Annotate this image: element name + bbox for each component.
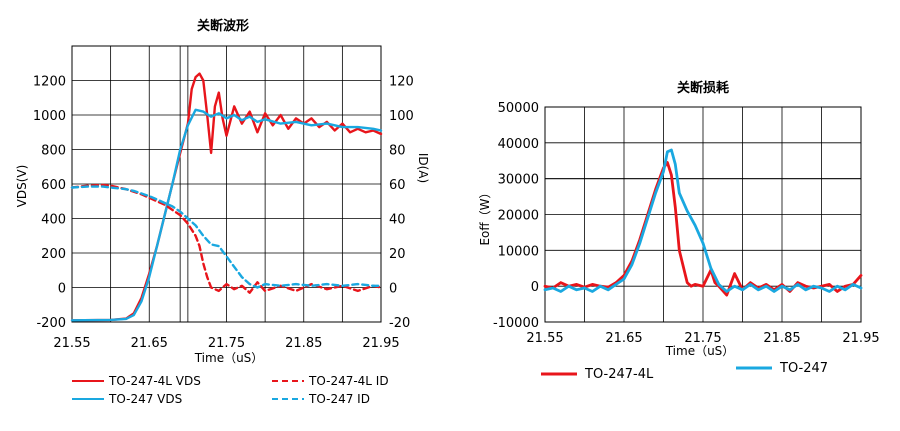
chart1-grid [71, 45, 382, 323]
chart1-legend: TO-247-4L VDS TO-247 VDS TO-247-4L ID TO… [72, 374, 389, 406]
chart1-ylabel: VDS(V) [15, 165, 29, 208]
chart1-title: 关断波形 [197, 18, 249, 34]
y2-tick-label: 20 [389, 247, 406, 262]
y-tick-label: 400 [41, 213, 66, 228]
chart1-tick-labels: 21.55 21.65 21.75 21.85 21.95-20002004006008… [33, 75, 414, 352]
series-line-to-247-vds [70, 108, 383, 322]
y-tick-label: 0 [531, 280, 539, 295]
y-tick-label: 200 [41, 247, 66, 262]
series-line-to-247-id [70, 185, 383, 289]
x-tick-label: 21.55 [53, 336, 90, 351]
y-tick-label: 800 [41, 144, 66, 159]
x-tick-label: 21.85 [285, 336, 322, 351]
turnoff-loss-chart: 关断损耗 21.55 21.65 21.75 21.85 21.95 -10000 0 100… [478, 80, 880, 382]
legend-label-to247-4l-id: TO-247-4L ID [308, 374, 389, 388]
legend-label-to247-4l: TO-247-4L [584, 367, 654, 382]
y-tick-label: 20000 [498, 209, 539, 224]
y2-tick-label: -20 [389, 316, 410, 331]
x-tick-label: 21.95 [362, 336, 399, 351]
y-tick-label: 30000 [498, 173, 539, 188]
chart2-xlabel: Time（uS） [665, 344, 735, 358]
y2-tick-label: 120 [389, 75, 414, 90]
chart2-tick-labels: 21.55 21.65 21.75 21.85 21.95 -10000 0 10000 200… [493, 101, 880, 346]
legend-label-to247-vds: TO-247 VDS [108, 392, 182, 406]
y-tick-label: -10000 [493, 316, 539, 331]
chart2-series [543, 148, 863, 297]
x-tick-label: 21.65 [605, 331, 642, 346]
chart2-ylabel: Eoff（W） [478, 186, 492, 245]
y-tick-label: 40000 [498, 137, 539, 152]
x-tick-label: 21.55 [526, 331, 563, 346]
y-tick-label: 1200 [33, 75, 66, 90]
chart1-series [70, 72, 383, 322]
y-tick-label: 50000 [498, 101, 539, 116]
turnoff-waveform-chart: 关断波形 21.55 21.65 21.75 21.85 21.95-200020040… [15, 18, 430, 406]
y-tick-label: 1000 [33, 109, 66, 124]
legend-label-to247-id: TO-247 ID [308, 392, 370, 406]
series-line-to-247 [543, 148, 863, 293]
x-tick-label: 21.85 [763, 331, 800, 346]
y-tick-label: 0 [58, 282, 66, 297]
y2-tick-label: 60 [389, 178, 406, 193]
y-tick-label: -200 [36, 316, 66, 331]
chart1-y2label: ID(A) [416, 153, 430, 183]
chart1-xlabel: Time（uS） [194, 351, 264, 365]
x-tick-label: 21.75 [684, 331, 721, 346]
y2-tick-label: 80 [389, 144, 406, 159]
y2-tick-label: 40 [389, 213, 406, 228]
legend-label-to247-4l-vds: TO-247-4L VDS [108, 374, 201, 388]
x-tick-label: 21.75 [208, 336, 245, 351]
chart2-title: 关断损耗 [677, 80, 729, 96]
y2-tick-label: 100 [389, 109, 414, 124]
x-tick-label: 21.95 [842, 331, 879, 346]
chart2-legend: TO-247-4L TO-247 [541, 361, 828, 382]
x-tick-label: 21.65 [131, 336, 168, 351]
y2-tick-label: 0 [389, 282, 397, 297]
y-tick-label: 600 [41, 178, 66, 193]
legend-label-to247: TO-247 [779, 361, 828, 376]
y-tick-label: 10000 [498, 244, 539, 259]
chart2-grid [544, 106, 862, 323]
series-line-to-247-4l-id [70, 183, 383, 294]
